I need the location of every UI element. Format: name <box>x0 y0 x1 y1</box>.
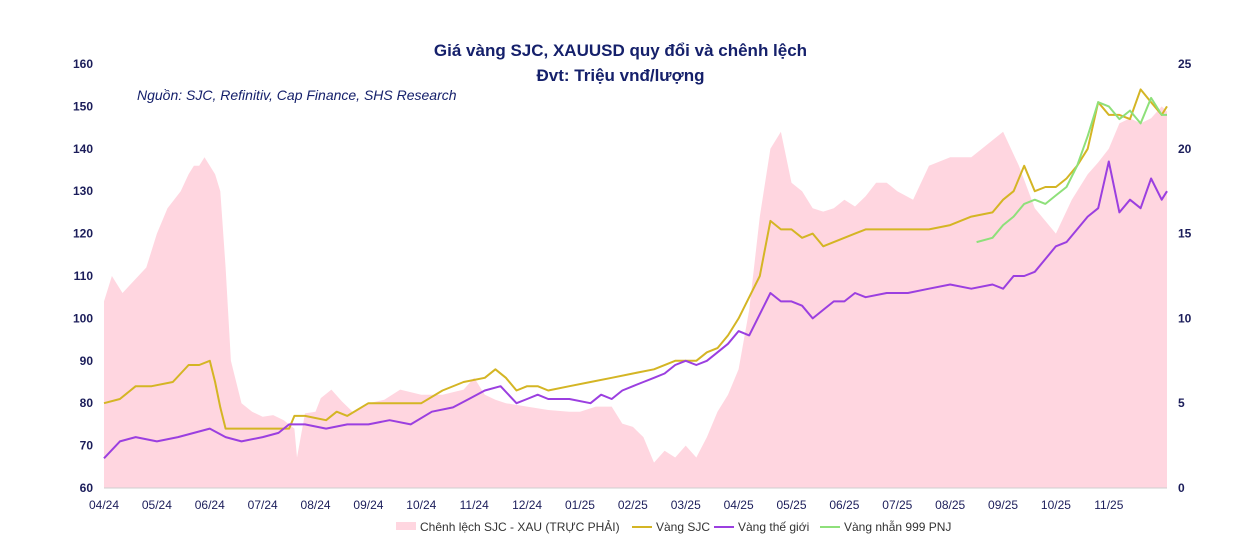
y-left-tick-label: 60 <box>80 481 94 495</box>
y-left-tick-label: 70 <box>80 439 94 453</box>
x-tick-label: 07/25 <box>882 498 912 512</box>
x-tick-label: 09/24 <box>353 498 383 512</box>
y-left-tick-label: 90 <box>80 354 94 368</box>
chart-source: Nguồn: SJC, Refinitiv, Cap Finance, SHS … <box>137 87 457 103</box>
x-tick-label: 06/25 <box>829 498 859 512</box>
x-tick-label: 05/24 <box>142 498 172 512</box>
x-tick-label: 01/25 <box>565 498 595 512</box>
legend-label-spread: Chênh lệch SJC - XAU (TRỰC PHẢI) <box>420 519 620 534</box>
legend-swatch-spread <box>396 522 416 530</box>
series-world-line <box>103 160 1168 459</box>
y-right-tick-label: 0 <box>1178 481 1185 495</box>
x-tick-label: 08/24 <box>301 498 331 512</box>
legend-label-sjc: Vàng SJC <box>656 520 710 534</box>
y-left-tick-label: 150 <box>73 99 93 113</box>
x-tick-label: 10/24 <box>406 498 436 512</box>
y-right-tick-label: 10 <box>1178 311 1192 325</box>
x-tick-label: 06/24 <box>195 498 225 512</box>
x-tick-label: 04/24 <box>89 498 119 512</box>
y-right-tick-label: 25 <box>1178 57 1192 71</box>
series-pnj-line <box>976 96 1167 244</box>
x-tick-label: 11/24 <box>460 498 489 512</box>
x-tick-label: 09/25 <box>988 498 1018 512</box>
x-tick-label: 08/25 <box>935 498 965 512</box>
legend-label-pnj: Vàng nhẫn 999 PNJ <box>844 519 951 534</box>
x-tick-label: 07/24 <box>248 498 278 512</box>
series-spread-area <box>104 106 1167 489</box>
x-tick-label: 12/24 <box>512 498 542 512</box>
x-tick-label: 03/25 <box>671 498 701 512</box>
x-tick-label: 11/25 <box>1094 498 1123 512</box>
y-right-tick-label: 20 <box>1178 142 1192 156</box>
chart-subtitle: Đvt: Triệu vnđ/lượng <box>536 66 705 85</box>
y-left-tick-label: 120 <box>73 227 93 241</box>
y-left-tick-label: 130 <box>73 184 93 198</box>
legend-label-world: Vàng thế giới <box>738 520 809 534</box>
x-tick-label: 05/25 <box>776 498 806 512</box>
y-left-tick-label: 140 <box>73 142 93 156</box>
chart-title: Giá vàng SJC, XAUUSD quy đổi và chênh lệ… <box>433 41 808 60</box>
y-left-tick-label: 110 <box>74 269 94 283</box>
x-tick-label: 10/25 <box>1041 498 1071 512</box>
y-right-tick-label: 15 <box>1178 227 1192 241</box>
x-tick-label: 04/25 <box>724 498 754 512</box>
y-left-tick-label: 80 <box>80 396 94 410</box>
y-left-tick-label: 160 <box>73 57 93 71</box>
y-right-tick-label: 5 <box>1178 396 1185 410</box>
y-left-tick-label: 100 <box>73 311 93 325</box>
x-tick-label: 02/25 <box>618 498 648 512</box>
